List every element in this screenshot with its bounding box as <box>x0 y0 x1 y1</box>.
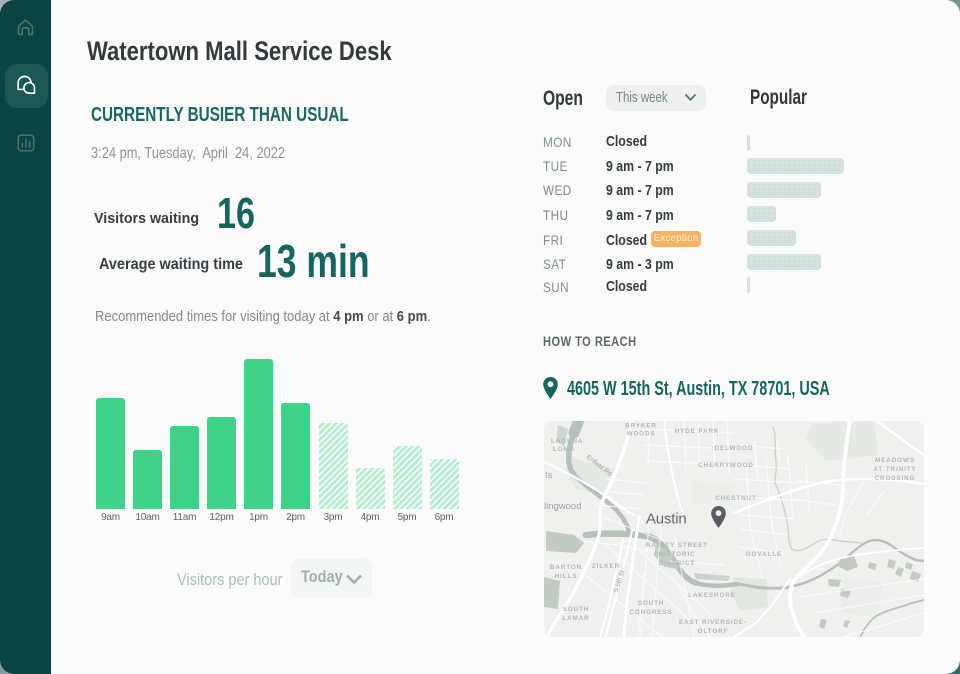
svg-text:BRYKER: BRYKER <box>625 423 657 430</box>
svg-text:LAGUNA: LAGUNA <box>551 438 583 445</box>
svg-text:HYDE PARK: HYDE PARK <box>675 428 720 435</box>
svg-text:LOMA: LOMA <box>553 446 575 453</box>
svg-text:EAST RIVERSIDE-: EAST RIVERSIDE- <box>679 619 747 626</box>
svg-text:ZILKER: ZILKER <box>592 563 620 570</box>
svg-text:OLTORF: OLTORF <box>698 628 729 635</box>
svg-text:CHERRYWOOD: CHERRYWOOD <box>698 462 754 469</box>
svg-text:HISTORIC: HISTORIC <box>658 551 695 558</box>
svg-text:AT TRINITY: AT TRINITY <box>873 466 916 473</box>
svg-text:LAMAR: LAMAR <box>562 615 589 622</box>
svg-text:DELWOOD: DELWOOD <box>715 445 754 452</box>
svg-text:HILLS: HILLS <box>555 573 578 580</box>
svg-text:ls: ls <box>545 470 553 480</box>
svg-text:CROSSING: CROSSING <box>875 475 916 482</box>
svg-text:CONGRESS: CONGRESS <box>629 609 672 616</box>
svg-text:LAKESHORE: LAKESHORE <box>688 592 736 599</box>
svg-text:CHESTNUT: CHESTNUT <box>715 495 756 502</box>
svg-text:Austin: Austin <box>646 511 687 528</box>
svg-text:SOUTH: SOUTH <box>638 600 665 607</box>
svg-text:SOUTH: SOUTH <box>563 606 590 613</box>
svg-text:RAINEY STREET: RAINEY STREET <box>646 542 708 549</box>
svg-text:WOODS: WOODS <box>627 431 656 438</box>
svg-text:lingwood: lingwood <box>544 501 582 512</box>
svg-text:DISTRICT: DISTRICT <box>659 560 695 567</box>
svg-text:BARTON: BARTON <box>550 564 582 571</box>
svg-text:MEADOWS: MEADOWS <box>875 457 915 464</box>
svg-text:GOVALLE: GOVALLE <box>746 551 782 558</box>
